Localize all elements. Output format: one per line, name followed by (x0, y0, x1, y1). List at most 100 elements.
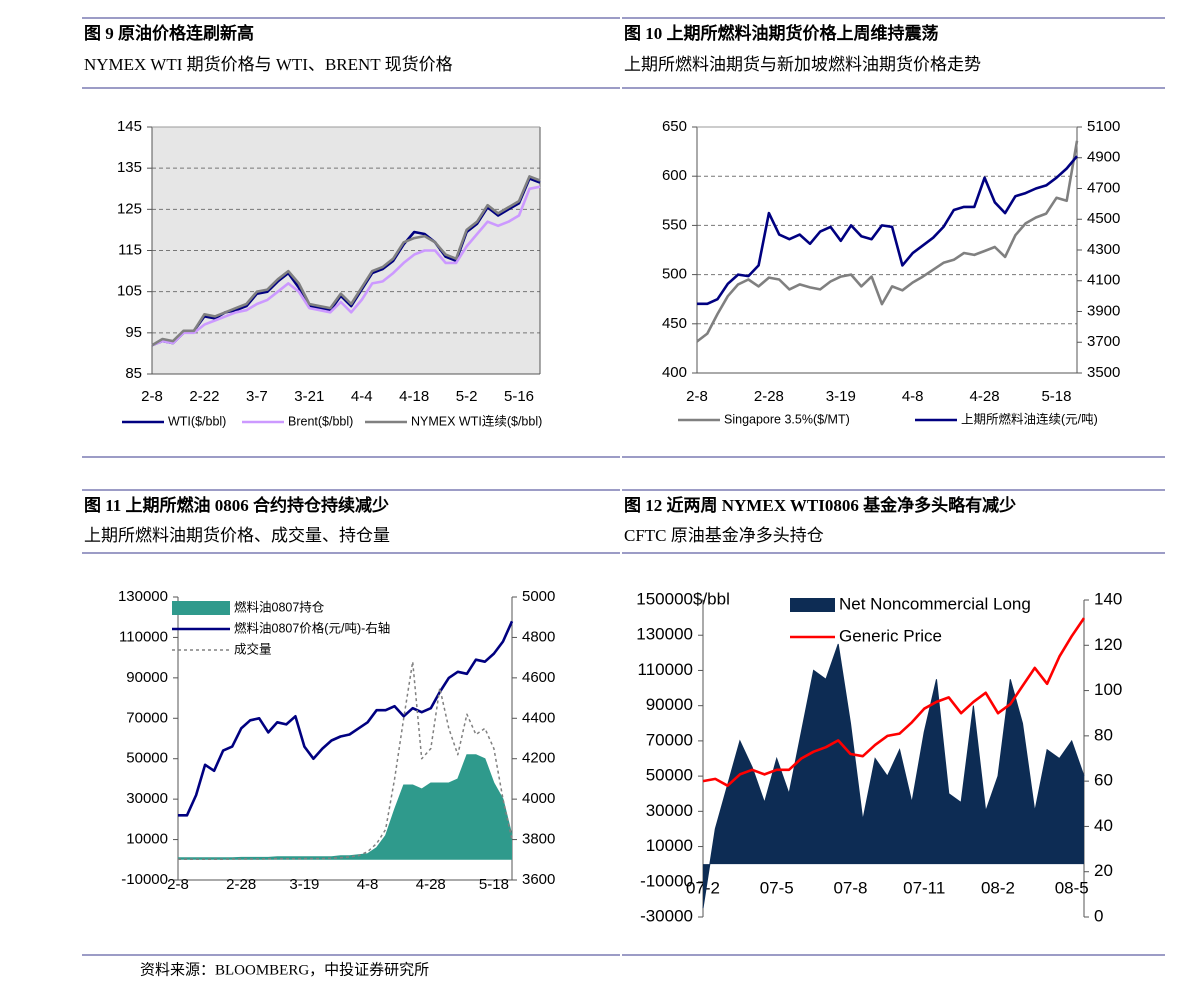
y-tick-label: 500 (662, 266, 687, 283)
x-tick-label: 2-8 (686, 388, 708, 405)
x-tick-label: 3-19 (289, 876, 319, 893)
y2-tick-label: 80 (1094, 725, 1113, 744)
y2-tick-label: 4600 (522, 669, 555, 686)
y-tick-label: 30000 (646, 801, 693, 820)
y-tick-label: 450 (662, 315, 687, 332)
rules (82, 17, 1165, 956)
legend-label: NYMEX WTI连续($/bbl) (411, 413, 542, 428)
y2-tick-label: 4500 (1087, 210, 1120, 227)
y2-tick-label: 4900 (1087, 149, 1120, 166)
legend-label: 成交量 (234, 641, 272, 656)
area-fill (703, 644, 1084, 909)
y-tick-label: 85 (125, 365, 142, 382)
x-tick-label: 08-2 (981, 878, 1015, 897)
y-tick-label: 135 (117, 159, 142, 176)
y2-tick-label: 3900 (1087, 302, 1120, 319)
series-line (151, 175, 541, 347)
y2-tick-label: 120 (1094, 635, 1122, 654)
y-tick-label: 130000 (636, 625, 693, 644)
y2-tick-label: 4800 (522, 628, 555, 645)
series-line (178, 620, 514, 817)
y2-tick-label: 4100 (1087, 272, 1120, 289)
x-tick-label: 4-28 (970, 388, 1000, 405)
y2-tick-label: 0 (1094, 906, 1103, 925)
y-tick-label: 10000 (126, 831, 168, 848)
figure-title: 图 12 近两周 NYMEX WTI0806 基金净多头略有减少 (624, 495, 1016, 515)
x-tick-label: 5-18 (479, 876, 509, 893)
y-tick-label: 110000 (119, 628, 168, 645)
y2-tick-label: 60 (1094, 771, 1113, 790)
area-line (702, 643, 1085, 909)
y2-tick-label: 3800 (522, 831, 555, 848)
y2-tick-label: 4300 (1087, 241, 1120, 258)
x-tick-label: 08-5 (1055, 878, 1089, 897)
series-line (697, 155, 1078, 306)
y-tick-label: -10000 (640, 871, 693, 890)
x-tick-label: 3-19 (826, 388, 856, 405)
series-line (702, 617, 1086, 787)
y-tick-label: 105 (117, 283, 142, 300)
y-tick-label: 95 (125, 324, 142, 341)
y-tick-label: 110000 (638, 660, 693, 679)
y2-tick-label: 4700 (1087, 179, 1120, 196)
x-tick-label: 5-2 (456, 388, 478, 405)
figure-subtitle: NYMEX WTI 期货价格与 WTI、BRENT 现货价格 (84, 55, 453, 74)
y2-tick-label: 5000 (522, 588, 555, 605)
x-tick-label: 2-28 (754, 388, 784, 405)
y-tick-label: 130000 (118, 588, 168, 605)
y-tick-label: -10000 (121, 871, 168, 888)
y-tick-label: 90000 (646, 695, 693, 714)
legend-swatch (790, 598, 835, 612)
y-tick-label: 650 (662, 118, 687, 135)
y2-tick-label: 3600 (522, 871, 555, 888)
legend-label: 燃料油0807价格(元/吨)-右轴 (234, 620, 390, 635)
legend-label: WTI($/bbl) (168, 414, 226, 428)
x-tick-label: 4-4 (351, 388, 373, 405)
y-tick-label: 125 (117, 200, 142, 217)
y2-tick-label: 4200 (522, 750, 555, 767)
y-tick-label: 70000 (646, 730, 693, 749)
x-tick-label: 3-7 (246, 388, 268, 405)
y-tick-label: 70000 (126, 709, 168, 726)
figure-subtitle: CFTC 原油基金净多头持仓 (624, 526, 824, 545)
series-line (696, 140, 1079, 343)
series-line (178, 660, 513, 860)
y2-tick-label: 3700 (1087, 333, 1120, 350)
y-tick-label: 400 (662, 364, 687, 381)
x-tick-label: 3-21 (294, 388, 324, 405)
y2-tick-label: 4000 (522, 790, 555, 807)
figure-subtitle: 上期所燃料油期货价格、成交量、持仓量 (84, 526, 390, 545)
y-tick-label: 550 (662, 216, 687, 233)
series-line (151, 177, 541, 347)
y2-tick-label: 5100 (1087, 118, 1120, 135)
figure-title: 图 9 原油价格连刷新高 (84, 23, 254, 43)
legend-label: 上期所燃料油连续(元/吨) (961, 411, 1098, 426)
y-tick-label: 150000 (636, 589, 693, 608)
x-tick-label: 4-18 (399, 388, 429, 405)
area-line (178, 754, 513, 859)
legend-label: Net Noncommercial Long (839, 594, 1031, 613)
y-axis-label: $/bbl (693, 589, 730, 608)
x-tick-label: 2-28 (226, 876, 256, 893)
figure-title: 图 11 上期所燃油 0806 合约持仓持续减少 (84, 495, 389, 515)
x-tick-label: 5-16 (504, 388, 534, 405)
x-tick-label: 07-11 (903, 878, 945, 897)
y-tick-label: 50000 (126, 750, 168, 767)
figure-subtitle: 上期所燃料油期货与新加坡燃料油期货价格走势 (624, 55, 981, 74)
legend-label: Brent($/bbl) (288, 414, 353, 428)
x-tick-label: 2-22 (189, 388, 219, 405)
x-tick-label: 2-8 (167, 876, 189, 893)
y-tick-label: -30000 (640, 906, 693, 925)
legend-label: Generic Price (839, 626, 942, 645)
y-tick-label: 10000 (646, 836, 693, 855)
y-tick-label: 50000 (646, 766, 693, 785)
x-tick-label: 4-28 (416, 876, 446, 893)
x-tick-label: 4-8 (902, 388, 924, 405)
y-tick-label: 115 (118, 241, 142, 258)
y-tick-label: 600 (662, 167, 687, 184)
x-tick-label: 07-5 (760, 878, 794, 897)
y2-tick-label: 100 (1094, 680, 1122, 699)
y2-tick-label: 3500 (1087, 364, 1120, 381)
y-tick-label: 90000 (126, 669, 168, 686)
